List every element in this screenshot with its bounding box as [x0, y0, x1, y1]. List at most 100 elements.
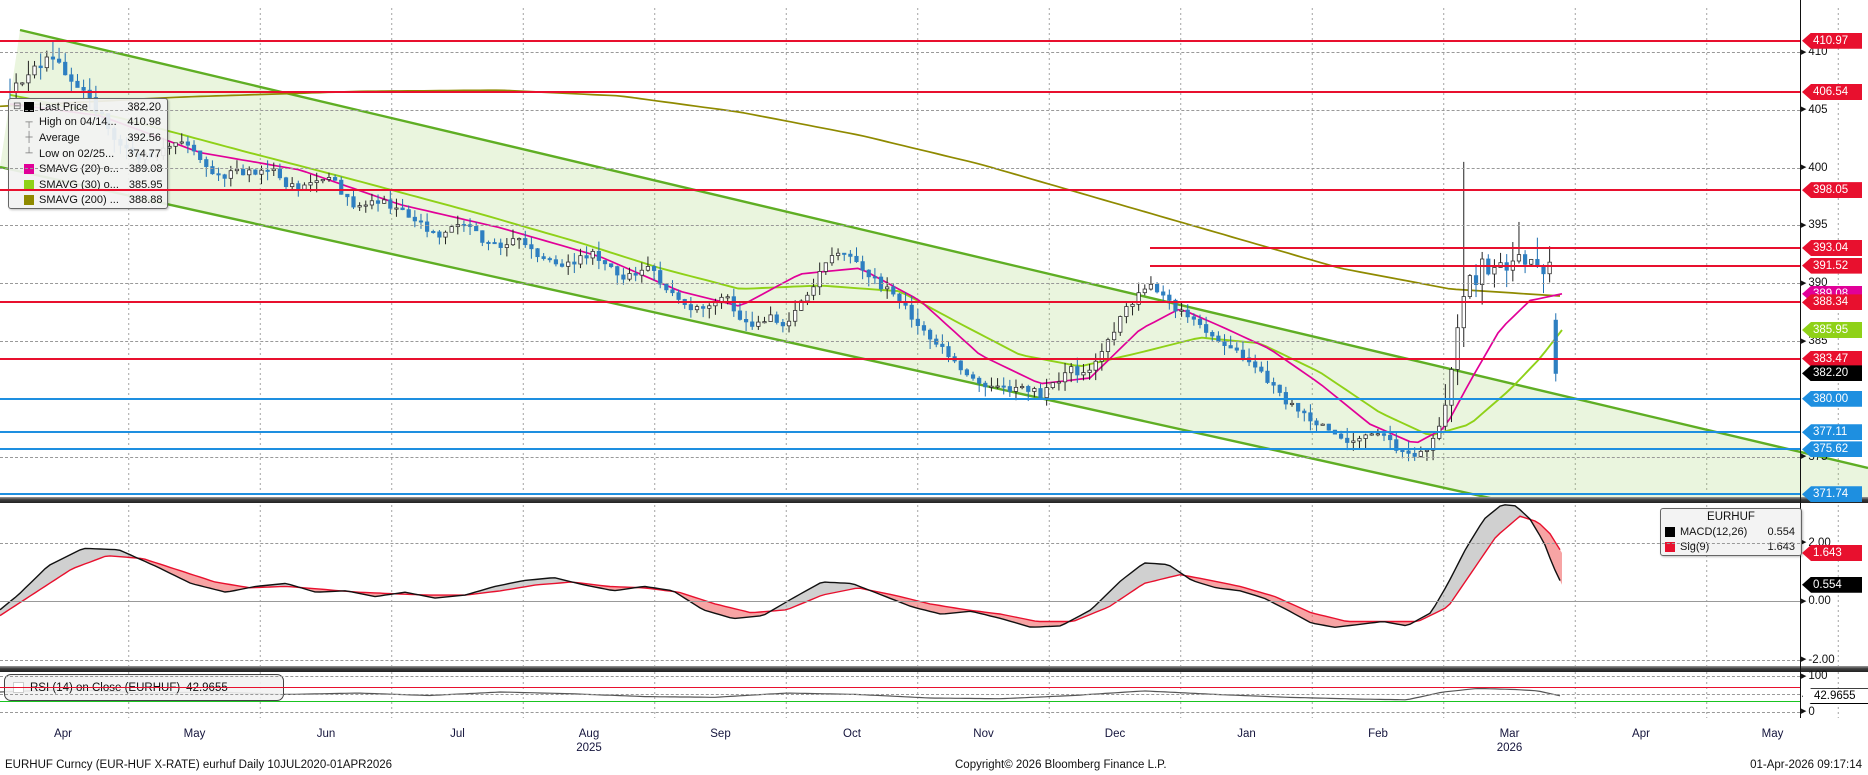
legend-value: 0.554	[1767, 525, 1795, 538]
legend-label: Sig(9)	[1680, 541, 1710, 554]
legend-swatch-icon	[24, 179, 34, 190]
price-badge-380.00: 380.00	[1802, 390, 1862, 407]
x-axis-month-Nov: Nov	[973, 728, 994, 740]
price-legend-row-5[interactable]: SMAVG (30) o... 385.95	[9, 177, 167, 193]
price-gridline	[0, 456, 1800, 458]
rsi-upper-band	[0, 686, 1800, 688]
price-badge-398.05: 398.05	[1802, 182, 1862, 199]
price-badge-371.74: 371.74	[1802, 486, 1862, 503]
price-badge-382.20: 382.20	[1802, 365, 1862, 382]
panel-separator-2[interactable]	[0, 666, 1868, 672]
resistance-line-406.54	[0, 90, 1800, 93]
legend-swatch-icon	[24, 164, 34, 175]
x-axis-month-May: May	[183, 728, 206, 740]
price-badge-406.54: 406.54	[1802, 83, 1862, 100]
x-axis-month-Jan: Jan	[1237, 728, 1256, 740]
tick-arrow-icon: ▶	[1801, 672, 1807, 680]
price-badge-0.554: 0.554	[1802, 576, 1862, 593]
tick-arrow-icon: ▶	[1801, 279, 1807, 287]
tick-arrow-icon: ▶	[1801, 597, 1807, 605]
x-axis-month-Aug: Aug	[578, 728, 600, 740]
axis-tick--2.00: ▶ -2.00	[1801, 653, 1835, 666]
price-legend-row-1[interactable]: ┬ High on 04/14... 410.98	[9, 115, 167, 131]
axis-tick-0.00: ▶ 0.00	[1801, 595, 1831, 607]
legend-expander-icon[interactable]: ⊟	[13, 101, 22, 113]
legend-swatch-icon	[1665, 542, 1675, 553]
macd-legend-row-1[interactable]: Sig(9) 1.643	[1661, 540, 1801, 556]
macd-legend-title: EURHUF	[1707, 511, 1755, 523]
timestamp: 01-Apr-2026 09:17:14	[1750, 759, 1862, 771]
resistance-line-398.05	[0, 189, 1800, 192]
legend-label: Last Price	[39, 100, 88, 113]
legend-label: MACD(12,26)	[1680, 525, 1748, 538]
x-axis-year-2025: 2025	[576, 742, 602, 754]
macd-gridline	[0, 542, 1800, 544]
x-axis-month-Dec: Dec	[1104, 728, 1126, 740]
price-gridline	[0, 225, 1800, 227]
tick-arrow-icon: ▶	[1801, 337, 1807, 345]
support-line-371.74	[0, 493, 1800, 496]
price-badge-42.9655: 42.9655	[1802, 688, 1868, 705]
rsi-gridline	[0, 676, 1800, 677]
support-line-377.11	[0, 431, 1800, 434]
price-legend-box[interactable]: ⊟ Last Price 382.20 ┬ High on 04/14... 410.98…	[8, 98, 168, 210]
rsi-gridline	[0, 693, 1800, 695]
resistance-line-391.52	[1150, 264, 1800, 267]
rsi-lower-band	[0, 700, 1800, 702]
price-badge-1.643: 1.643	[1802, 544, 1862, 561]
axis-tick-400: ▶ 400	[1801, 161, 1828, 174]
axis-tick-395: ▶ 395	[1801, 219, 1828, 232]
legend-swatch-icon	[1665, 526, 1675, 537]
legend-label: High on 04/14...	[39, 116, 117, 129]
legend-marker-icon: ┬	[25, 116, 33, 128]
tick-arrow-icon: ▶	[1801, 164, 1807, 172]
axis-tick-0: ▶ 0	[1801, 705, 1815, 718]
legend-label: SMAVG (200) ...	[39, 194, 119, 207]
panel-separator-1[interactable]	[0, 497, 1868, 503]
x-axis-month-Apr: Apr	[1632, 728, 1650, 740]
legend-value: 392.56	[127, 131, 161, 144]
price-panel[interactable]	[0, 0, 1868, 497]
price-gridline	[0, 283, 1800, 285]
price-legend-row-4[interactable]: SMAVG (20) o... 389.08	[9, 161, 167, 177]
tick-arrow-icon: ▶	[1801, 708, 1807, 715]
price-gridline	[0, 109, 1800, 111]
macd-zero-line	[0, 601, 1800, 602]
x-axis-month-Jul: Jul	[450, 728, 465, 740]
price-badge-393.04: 393.04	[1802, 240, 1862, 257]
price-badge-410.97: 410.97	[1802, 32, 1862, 49]
price-legend-row-0[interactable]: ⊟ Last Price 382.20	[9, 99, 167, 115]
x-axis-year-2026: 2026	[1496, 742, 1523, 754]
price-badge-388.34: 388.34	[1802, 294, 1862, 311]
x-axis-month-Jun: Jun	[316, 728, 336, 740]
price-legend-row-6[interactable]: SMAVG (200) ... 388.88	[9, 193, 167, 209]
legend-swatch-icon	[24, 101, 34, 112]
price-gridline	[0, 167, 1800, 169]
legend-value: 374.77	[127, 147, 161, 160]
tick-arrow-icon: ▶	[1801, 221, 1807, 229]
resistance-line-388.34	[0, 301, 1800, 304]
price-badge-385.95: 385.95	[1802, 322, 1862, 339]
axis-tick-410: ▶ 410	[1801, 46, 1828, 58]
price-legend-row-3[interactable]: ┴ Low on 02/25... 374.77	[9, 146, 167, 162]
macd-legend-row-0[interactable]: MACD(12,26) 0.554	[1661, 524, 1801, 540]
price-axis-line	[1800, 0, 1801, 718]
macd-gridline	[0, 659, 1800, 661]
resistance-line-393.04	[1150, 247, 1800, 250]
tick-arrow-icon: ▶	[1801, 453, 1807, 461]
x-axis-month-May: May	[1761, 728, 1784, 740]
price-legend-row-2[interactable]: ┼ Average 392.56	[9, 130, 167, 146]
resistance-line-383.47	[0, 357, 1800, 360]
legend-label: SMAVG (30) o...	[39, 178, 119, 191]
x-axis-month-Sep: Sep	[710, 728, 731, 740]
legend-label: Low on 02/25...	[39, 147, 115, 160]
x-axis-month-Apr: Apr	[54, 728, 72, 740]
legend-label: SMAVG (20) o...	[39, 163, 119, 176]
legend-swatch-icon	[24, 195, 34, 206]
axis-tick-405: ▶ 405	[1801, 103, 1828, 116]
macd-legend-box[interactable]: EURHUF MACD(12,26) 0.554 Sig(9) 1.643	[1660, 508, 1802, 557]
legend-label: Average	[39, 131, 80, 144]
price-badge-391.52: 391.52	[1802, 257, 1862, 274]
legend-marker-icon: ┴	[25, 148, 33, 160]
macd-panel[interactable]	[0, 503, 1868, 666]
